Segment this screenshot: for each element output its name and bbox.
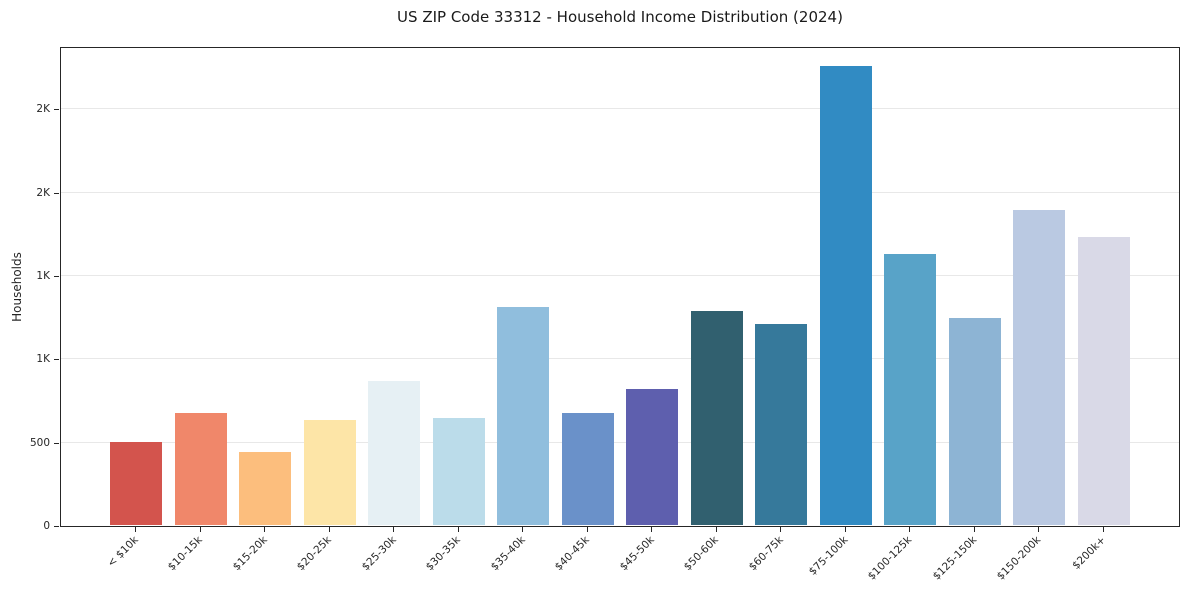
- bar: [884, 254, 936, 525]
- x-tick-mark: [780, 527, 781, 532]
- x-tick-mark: [1038, 527, 1039, 532]
- y-axis-label: Households: [10, 252, 24, 322]
- bar: [174, 413, 227, 525]
- plot-area: [60, 47, 1180, 527]
- bar: [1013, 210, 1065, 525]
- y-tick-mark: [54, 192, 59, 194]
- y-tick-label: 1K: [36, 353, 50, 366]
- bar: [561, 413, 614, 525]
- x-tick-label: $60-75k: [746, 534, 786, 574]
- x-tick-label: $45-50k: [617, 534, 657, 574]
- y-tick-mark: [54, 442, 59, 444]
- gridline: [61, 108, 1179, 110]
- x-tick-label: $200k+: [1070, 534, 1108, 572]
- x-tick-mark: [135, 527, 136, 532]
- gridline: [61, 358, 1179, 360]
- x-tick-label: $40-45k: [552, 534, 592, 574]
- y-tick-label: 0: [43, 520, 50, 532]
- x-tick-label: $125-150k: [930, 534, 979, 583]
- y-tick-mark: [54, 109, 59, 111]
- bar: [497, 307, 549, 525]
- x-tick-label: $50-60k: [681, 534, 721, 574]
- y-tick-label: 2K: [36, 103, 50, 116]
- y-tick-label: 500: [29, 436, 50, 449]
- bar: [368, 381, 420, 525]
- y-tick-mark: [54, 526, 59, 527]
- x-tick-mark: [457, 527, 459, 532]
- bar: [626, 389, 678, 525]
- x-tick-mark: [393, 527, 394, 532]
- x-tick-label: $30-35k: [423, 534, 463, 574]
- x-tick-mark: [651, 527, 652, 532]
- x-tick-label: $25-30k: [359, 534, 399, 574]
- x-tick-mark: [264, 527, 265, 532]
- x-tick-label: $15-20k: [230, 534, 270, 574]
- bar: [303, 420, 356, 525]
- gridline: [61, 441, 1179, 443]
- bar: [1077, 237, 1130, 525]
- x-tick-label: $10-15k: [165, 534, 205, 574]
- bar: [819, 66, 872, 525]
- x-tick-mark: [586, 527, 588, 532]
- y-tick-mark: [54, 276, 59, 277]
- x-tick-label: $20-25k: [294, 534, 334, 574]
- x-tick-mark: [909, 527, 910, 532]
- x-tick-mark: [199, 527, 201, 532]
- x-tick-mark: [1102, 527, 1104, 532]
- y-tick-label: 1K: [36, 270, 50, 282]
- x-tick-label: $150-200k: [994, 534, 1044, 583]
- x-tick-label: < $10k: [104, 534, 141, 570]
- x-tick-label: $100-125k: [865, 534, 915, 583]
- y-tick-mark: [54, 359, 59, 361]
- chart-title: US ZIP Code 33312 - Household Income Dis…: [397, 8, 843, 26]
- x-tick-mark: [844, 527, 846, 532]
- bar: [432, 418, 485, 525]
- x-tick-mark: [715, 527, 717, 532]
- y-tick-label: 2K: [36, 186, 50, 199]
- gridline: [61, 191, 1179, 193]
- x-tick-mark: [522, 527, 523, 532]
- bar: [110, 442, 162, 525]
- x-tick-mark: [328, 527, 330, 532]
- x-tick-mark: [973, 527, 975, 532]
- bar: [948, 318, 1001, 525]
- x-tick-label: $35-40k: [488, 534, 528, 574]
- bar: [690, 311, 743, 525]
- bar: [239, 452, 291, 525]
- gridline: [61, 275, 1179, 276]
- x-tick-label: $75-100k: [806, 534, 850, 578]
- bar: [755, 324, 807, 525]
